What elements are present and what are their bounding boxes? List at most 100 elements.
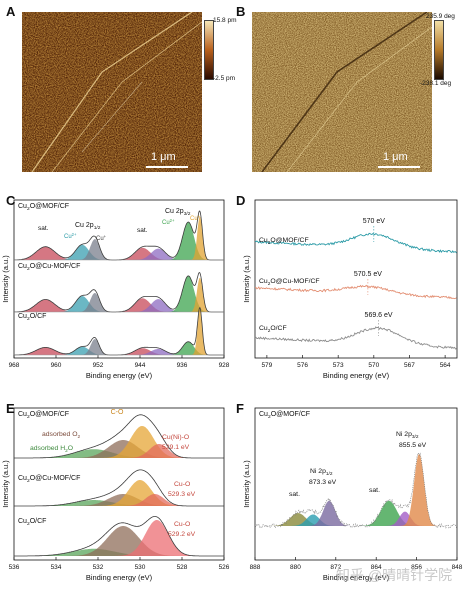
x-tick-label: 880 xyxy=(290,564,301,571)
annotation-cu2plus: Cu2+ xyxy=(64,232,77,240)
y-axis-label: Intensity (a.u.) xyxy=(242,460,251,508)
annotation-cu2p32: Cu 2p3/2 xyxy=(165,208,191,217)
afm-phase-colorbar xyxy=(434,20,444,80)
plot-frame xyxy=(254,199,458,359)
annotation-cu-o-2-ev: 529.3 eV xyxy=(168,491,196,498)
annotation-co: C-O xyxy=(111,409,124,416)
x-axis-label: Binding energy (eV) xyxy=(86,573,153,582)
afm-height-colorbar-max: 15.8 pm xyxy=(213,17,237,24)
fit-peak xyxy=(398,454,440,526)
annotation-sat: sat. xyxy=(38,225,49,232)
afm-phase-image xyxy=(252,12,432,172)
fit-peak xyxy=(165,341,212,355)
afm-phase-colorbar-max: 235.9 deg xyxy=(426,13,455,20)
series-label: Cu2O@MOF/CF xyxy=(18,203,69,212)
chart-c-cu2p: 968 960 952 944 936 928 Binding energy (eV) Int… xyxy=(1,199,230,380)
peak-label: 570 eV xyxy=(363,218,386,225)
x-tick-label: 573 xyxy=(333,362,344,369)
x-tick-label: 864 xyxy=(371,564,382,571)
fit-peak xyxy=(129,248,188,260)
fit-peak xyxy=(165,275,212,312)
series-label: Cu2O@Cu-MOF/CF xyxy=(18,475,80,484)
annotation-sat-2: sat. xyxy=(137,227,148,234)
spectrum-line xyxy=(254,326,457,350)
peak-label: 569.6 eV xyxy=(365,312,393,319)
spectrum-line xyxy=(254,232,457,254)
series-label: Cu2O@MOF/CF xyxy=(259,237,309,246)
fit-peak xyxy=(54,346,110,355)
x-tick-label: 872 xyxy=(330,564,341,571)
series-label: Cu2O/CF xyxy=(18,313,46,322)
annotation-cu2p12: Cu 2p1/2 xyxy=(75,222,101,231)
x-tick-label: 567 xyxy=(404,362,415,369)
y-axis-label: Intensity (a.u.) xyxy=(1,460,10,508)
fit-peak xyxy=(129,299,188,312)
fit-peak xyxy=(190,309,210,355)
spectrum-line xyxy=(254,284,457,300)
x-tick-label: 579 xyxy=(261,362,272,369)
x-tick-label: 570 xyxy=(368,362,379,369)
fit-peak xyxy=(54,296,110,312)
fit-peak xyxy=(110,520,203,556)
plot-frame xyxy=(254,407,458,561)
x-tick-label: 526 xyxy=(219,564,230,571)
series-label: Cu2O@Cu-MOF/CF xyxy=(18,263,80,272)
x-tick-label: 528 xyxy=(177,564,188,571)
afm-height-texture xyxy=(22,12,202,172)
chart-f-ni2p: 888 880 872 864 856 848 Binding energy (eV) Int… xyxy=(242,407,463,582)
fit-peak xyxy=(286,514,340,526)
annotation-sat-2: sat. xyxy=(369,487,380,494)
afm-height-scalebar xyxy=(146,166,188,168)
afm-height-colorbar xyxy=(204,20,214,80)
envelope-line xyxy=(14,469,224,507)
x-tick-label: 530 xyxy=(135,564,146,571)
annotation-cuplus-b: Cu+ xyxy=(190,214,201,222)
x-tick-label: 576 xyxy=(297,362,308,369)
annotation-ni2p12-ev: 873.3 eV xyxy=(309,479,337,486)
afm-phase-scalebar xyxy=(378,166,420,168)
afm-height-colorbar-min: -2.5 pm xyxy=(213,75,236,82)
fit-peak xyxy=(116,494,193,506)
fit-peak xyxy=(95,426,189,458)
x-tick-label: 936 xyxy=(177,362,188,369)
fit-peak xyxy=(189,216,211,260)
fit-peak xyxy=(7,246,84,260)
panel-letter-f: F xyxy=(236,401,244,416)
fit-peak xyxy=(75,239,114,260)
annotation-adsorbed-o2: adsorbed O2 xyxy=(42,431,81,440)
envelope-line xyxy=(14,414,224,459)
series-label: Cu2O/CF xyxy=(259,325,287,334)
fit-peak xyxy=(60,526,187,556)
x-tick-label: 856 xyxy=(411,564,422,571)
panel-letter-c: C xyxy=(6,193,16,208)
x-tick-label: 534 xyxy=(51,564,62,571)
x-axis-label: Binding energy (eV) xyxy=(86,371,153,380)
afm-height-scalebar-label: 1 μm xyxy=(151,151,176,163)
fit-peak xyxy=(129,348,188,355)
fit-peak xyxy=(356,500,422,526)
raw-data-line xyxy=(254,452,457,529)
annotation-cu-o-3-ev: 529.2 eV xyxy=(168,531,196,538)
annotation-sat-1: sat. xyxy=(289,491,300,498)
peak-label: 570.5 eV xyxy=(354,271,382,278)
fit-peak xyxy=(165,222,212,260)
fit-peak xyxy=(265,513,331,526)
series-label: Cu2O@MOF/CF xyxy=(259,411,310,420)
afm-phase-scalebar-label: 1 μm xyxy=(383,151,408,163)
y-axis-label: Intensity (a.u.) xyxy=(242,255,251,303)
annotation-ni2p32-ev: 855.5 eV xyxy=(399,442,427,449)
fit-peak xyxy=(7,347,84,355)
x-tick-label: 968 xyxy=(9,362,20,369)
chart-e-o1s: 536 534 532 530 528 526 Binding energy (eV) Int… xyxy=(1,407,230,582)
series-label: Cu2O@Cu-MOF/CF xyxy=(259,278,320,287)
fit-peak xyxy=(7,299,84,312)
x-tick-label: 952 xyxy=(93,362,104,369)
y-axis-label: Intensity (a.u.) xyxy=(1,255,10,303)
annotation-ni2p12: Ni 2p1/2 xyxy=(310,468,333,477)
x-tick-label: 888 xyxy=(250,564,261,571)
x-tick-label: 944 xyxy=(135,362,146,369)
panel-letter-a: A xyxy=(6,4,16,19)
fit-peak xyxy=(121,444,197,458)
fit-peak xyxy=(75,293,114,312)
fit-peak xyxy=(188,277,212,312)
